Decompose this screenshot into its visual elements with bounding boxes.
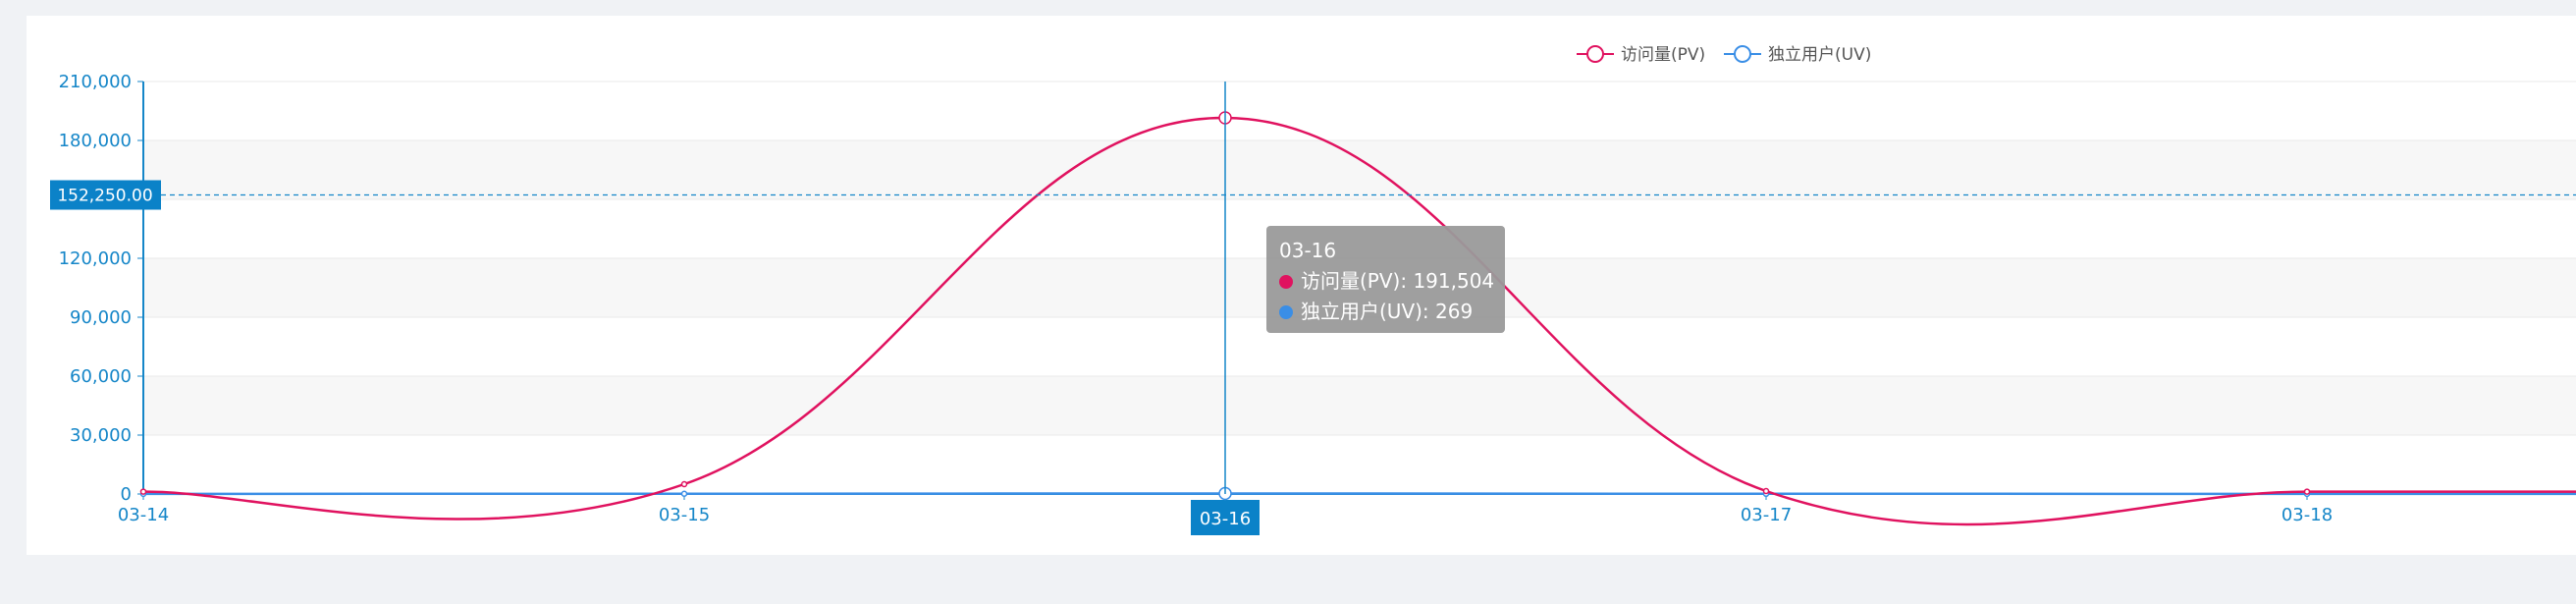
tooltip-box (1266, 226, 1505, 333)
y-tick-label: 30,000 (70, 425, 132, 446)
series-lines (139, 111, 2576, 526)
series-line-pv (142, 116, 2576, 526)
grid-band (143, 140, 2576, 199)
x-tick-label: 03-17 (1741, 505, 1792, 525)
y-tick-label: 60,000 (70, 366, 132, 387)
data-point (1762, 487, 1770, 495)
tooltip: 03-16 访问量(PV): 191,504 独立用户(UV): 269 (1266, 226, 1505, 333)
legend-item-pv[interactable]: 访问量(PV) (1577, 45, 1705, 65)
tooltip-title: 03-16 (1279, 239, 1336, 262)
legend-marker-icon (1734, 45, 1751, 63)
tooltip-row: 访问量(PV): 191,504 (1301, 269, 1494, 293)
tooltip-marker-icon (1279, 275, 1293, 289)
legend-label: 访问量(PV) (1621, 45, 1705, 65)
data-point (680, 490, 688, 498)
legend: 访问量(PV) 独立用户(UV) (1577, 45, 1871, 65)
x-axis-ticks: 03-14 03-15 03-16 03-17 03-18 (118, 494, 2333, 535)
y-crosshair-label-bg (50, 180, 161, 210)
crosshair: 152,250.00 (50, 82, 2576, 494)
y-tick-label: 210,000 (59, 72, 132, 92)
x-tick-label: 03-16 (1200, 509, 1251, 529)
y-crosshair-label: 152,250.00 (57, 187, 152, 206)
data-point (2303, 488, 2311, 495)
data-point (680, 480, 688, 488)
tooltip-marker-icon (1279, 305, 1293, 319)
y-axis-ticks: 0 30,000 60,000 90,000 120,000 180,000 210,000 (59, 72, 143, 505)
y-tick-label: 90,000 (70, 307, 132, 328)
x-crosshair-label-bg (1191, 500, 1260, 535)
grid-band (143, 376, 2576, 435)
y-tick-label: 120,000 (59, 248, 132, 269)
x-tick-label: 03-15 (659, 505, 710, 525)
legend-marker-icon (1586, 45, 1604, 63)
x-tick-label: 03-18 (2281, 505, 2333, 525)
y-tick-label: 0 (121, 484, 132, 505)
gridlines (143, 81, 2576, 436)
tooltip-row: 独立用户(UV): 269 (1301, 300, 1473, 323)
y-tick-label: 180,000 (59, 131, 132, 151)
legend-label: 独立用户(UV) (1768, 45, 1871, 65)
x-tick-label: 03-14 (118, 505, 169, 525)
background-bands (143, 140, 2576, 435)
data-point (139, 488, 147, 495)
legend-item-uv[interactable]: 独立用户(UV) (1724, 45, 1871, 65)
